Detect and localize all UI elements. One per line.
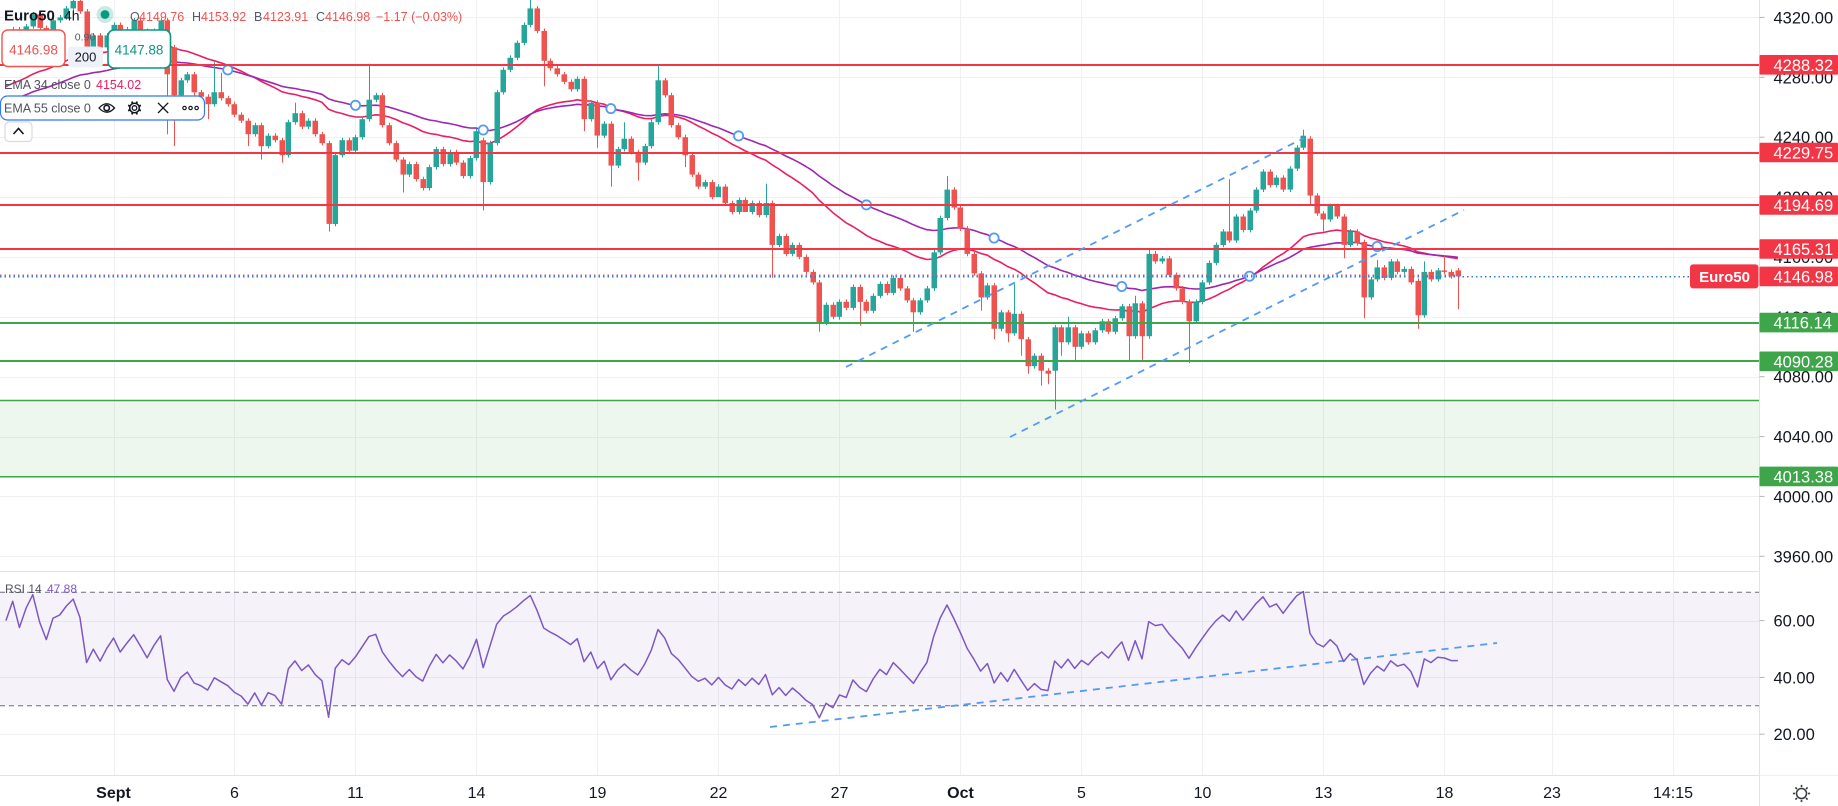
svg-text:H: H xyxy=(192,10,201,24)
svg-text:0.90: 0.90 xyxy=(75,32,96,44)
svg-text:4149.76: 4149.76 xyxy=(139,10,184,24)
svg-text:47.88: 47.88 xyxy=(47,582,77,596)
svg-text:4153.92: 4153.92 xyxy=(201,10,246,24)
svg-text:O: O xyxy=(130,10,140,24)
svg-text:−1.17 (−0.03%): −1.17 (−0.03%) xyxy=(376,10,462,24)
svg-text:60.00: 60.00 xyxy=(1774,613,1815,631)
svg-text:22: 22 xyxy=(710,785,728,802)
svg-text:4h: 4h xyxy=(64,8,80,24)
svg-text:11: 11 xyxy=(347,785,364,802)
svg-text:4116.14: 4116.14 xyxy=(1774,315,1832,333)
svg-text:10: 10 xyxy=(1194,785,1212,802)
svg-text:4154.02: 4154.02 xyxy=(96,78,141,92)
svg-text:4146.98: 4146.98 xyxy=(9,43,58,58)
svg-text:40.00: 40.00 xyxy=(1774,669,1815,687)
svg-text:EMA 55 close 0: EMA 55 close 0 xyxy=(4,102,91,116)
svg-text:Euro50: Euro50 xyxy=(4,8,55,25)
svg-text:4146.98: 4146.98 xyxy=(1774,268,1834,286)
svg-text:4080.00: 4080.00 xyxy=(1774,369,1834,387)
svg-text:3960.00: 3960.00 xyxy=(1774,548,1834,566)
svg-text:5: 5 xyxy=(1077,785,1086,802)
svg-text:EMA 34 close 0: EMA 34 close 0 xyxy=(4,78,91,92)
svg-text:14: 14 xyxy=(468,785,486,802)
svg-text:4090.28: 4090.28 xyxy=(1774,353,1834,371)
svg-text:4146.98: 4146.98 xyxy=(325,10,370,24)
svg-text:B: B xyxy=(254,10,262,24)
svg-text:4165.31: 4165.31 xyxy=(1774,241,1834,259)
svg-text:23: 23 xyxy=(1543,785,1561,802)
svg-text:13: 13 xyxy=(1315,785,1333,802)
svg-text:200: 200 xyxy=(75,50,97,65)
svg-text:14:15: 14:15 xyxy=(1653,785,1693,802)
svg-text:6: 6 xyxy=(230,785,239,802)
svg-text:4229.75: 4229.75 xyxy=(1774,145,1834,163)
svg-text:19: 19 xyxy=(589,785,607,802)
svg-text:4288.32: 4288.32 xyxy=(1774,57,1834,75)
svg-text:20.00: 20.00 xyxy=(1774,726,1815,744)
svg-text:4320.00: 4320.00 xyxy=(1774,9,1834,27)
svg-text:18: 18 xyxy=(1436,785,1454,802)
svg-text:Oct: Oct xyxy=(947,785,974,802)
svg-text:4013.38: 4013.38 xyxy=(1774,468,1834,486)
svg-text:4123.91: 4123.91 xyxy=(263,10,308,24)
svg-text:4194.69: 4194.69 xyxy=(1774,197,1834,215)
svg-text:RSI 14: RSI 14 xyxy=(5,582,42,596)
svg-text:4000.00: 4000.00 xyxy=(1774,488,1834,506)
svg-text:4147.88: 4147.88 xyxy=(115,43,164,58)
svg-text:Euro50: Euro50 xyxy=(1699,269,1750,286)
svg-text:4040.00: 4040.00 xyxy=(1774,429,1834,447)
svg-text:C: C xyxy=(316,10,325,24)
svg-text:27: 27 xyxy=(831,785,849,802)
svg-text:Sept: Sept xyxy=(96,785,131,802)
